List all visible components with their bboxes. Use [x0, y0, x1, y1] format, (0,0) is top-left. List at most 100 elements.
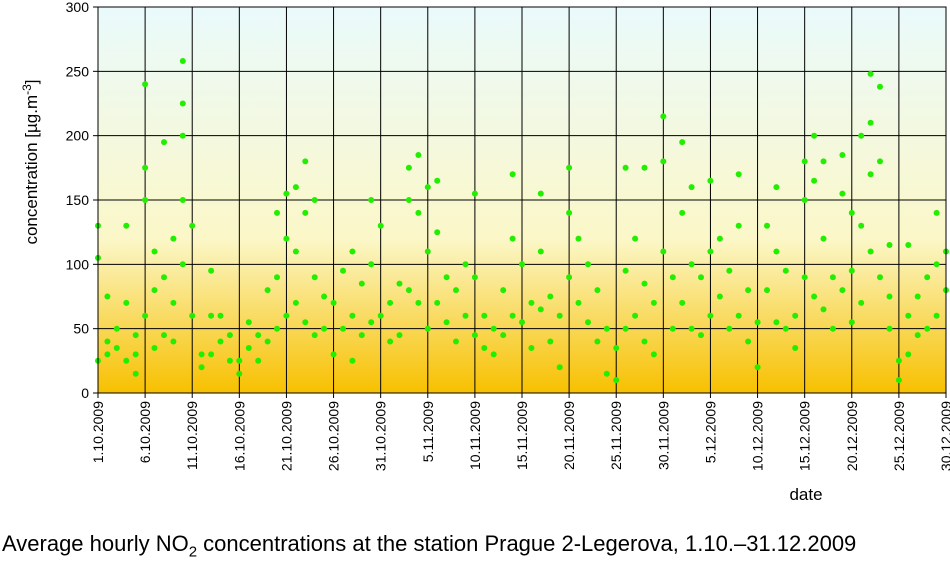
data-point: [349, 312, 356, 319]
data-point: [782, 267, 789, 274]
data-point: [368, 197, 375, 203]
x-tick-label: 5.11.2009: [420, 401, 436, 462]
data-point: [716, 293, 723, 300]
data-point: [283, 312, 290, 319]
data-point: [613, 377, 620, 384]
data-point: [179, 58, 186, 64]
x-tick-label: 11.10.2009: [184, 401, 200, 470]
data-point: [368, 319, 375, 326]
data-point: [829, 274, 836, 281]
data-point: [113, 325, 120, 332]
data-point: [829, 325, 836, 332]
y-tick-label: 300: [66, 0, 90, 15]
data-point: [650, 299, 657, 306]
data-point: [556, 312, 563, 319]
data-point: [924, 325, 931, 332]
x-tick-label: 20.11.2009: [561, 401, 577, 470]
x-tick-label: 10.11.2009: [467, 401, 483, 470]
data-point: [274, 274, 280, 281]
data-point: [377, 312, 384, 319]
data-point: [632, 235, 639, 242]
x-axis-ticks: 1.10.2009 6.10.2009 11.10.2009 16.10.2009 21…: [90, 393, 950, 471]
data-point: [773, 184, 780, 191]
data-point: [698, 274, 704, 281]
data-point: [302, 319, 309, 326]
data-point: [161, 332, 167, 339]
data-point: [519, 319, 525, 326]
data-point: [151, 287, 158, 294]
x-tick-label: 25.12.2009: [891, 401, 907, 471]
data-point: [867, 70, 874, 77]
data-point: [641, 338, 648, 345]
data-point: [839, 190, 846, 197]
x-tick-label: 16.10.2009: [231, 401, 247, 471]
data-point: [660, 248, 667, 255]
data-point: [792, 312, 799, 319]
data-point: [914, 332, 921, 339]
data-point: [688, 184, 695, 191]
data-point: [462, 312, 469, 319]
data-point: [434, 177, 441, 184]
x-tick-label: 1.10.2009: [90, 401, 106, 463]
y-tick-label: 250: [66, 63, 90, 79]
data-point: [792, 345, 799, 351]
data-point: [735, 222, 742, 229]
data-point: [161, 139, 167, 146]
data-point: [877, 158, 883, 165]
data-point: [669, 325, 676, 332]
data-point: [123, 222, 130, 229]
data-point: [292, 184, 299, 191]
data-point: [726, 325, 733, 332]
x-tick-label: 25.11.2009: [608, 401, 624, 470]
data-point: [641, 280, 648, 287]
data-point: [340, 325, 346, 332]
data-point: [547, 338, 554, 345]
data-point: [198, 351, 205, 358]
data-point: [585, 319, 591, 326]
data-point: [274, 325, 280, 332]
data-point: [302, 158, 309, 165]
data-point: [490, 351, 497, 358]
data-point: [104, 338, 111, 345]
data-point: [537, 248, 544, 255]
data-point: [217, 338, 224, 345]
data-point: [839, 287, 846, 294]
data-point: [132, 370, 139, 377]
x-tick-label: 30.12.2009: [938, 401, 950, 471]
data-point: [368, 261, 375, 268]
data-point: [858, 299, 865, 306]
chart: 0 50 100 150 200 250 300 1.10.2009 6.10.2009 11.…: [20, 0, 950, 504]
data-point: [104, 351, 111, 358]
data-point: [123, 299, 130, 306]
data-point: [933, 209, 940, 216]
data-point: [387, 338, 394, 345]
data-point: [142, 164, 149, 171]
data-point: [358, 280, 365, 287]
data-point: [434, 299, 441, 306]
data-point: [575, 299, 582, 306]
data-point: [754, 364, 761, 371]
data-point: [509, 312, 516, 319]
data-point: [707, 248, 714, 255]
data-point: [208, 312, 215, 319]
data-point: [867, 119, 874, 126]
data-point: [142, 312, 149, 319]
data-point: [556, 364, 563, 371]
data-point: [179, 261, 186, 268]
data-point: [321, 325, 328, 332]
data-point: [170, 299, 177, 306]
data-point: [302, 209, 309, 216]
data-point: [415, 209, 422, 216]
data-point: [453, 287, 459, 294]
data-point: [547, 293, 554, 300]
data-point: [208, 267, 215, 274]
data-point: [848, 209, 855, 216]
data-point: [679, 299, 686, 306]
data-point: [801, 158, 808, 165]
data-point: [340, 267, 346, 274]
data-point: [170, 338, 177, 345]
data-point: [255, 357, 262, 364]
data-point: [415, 152, 422, 158]
data-point: [726, 267, 733, 274]
data-point: [811, 177, 818, 184]
